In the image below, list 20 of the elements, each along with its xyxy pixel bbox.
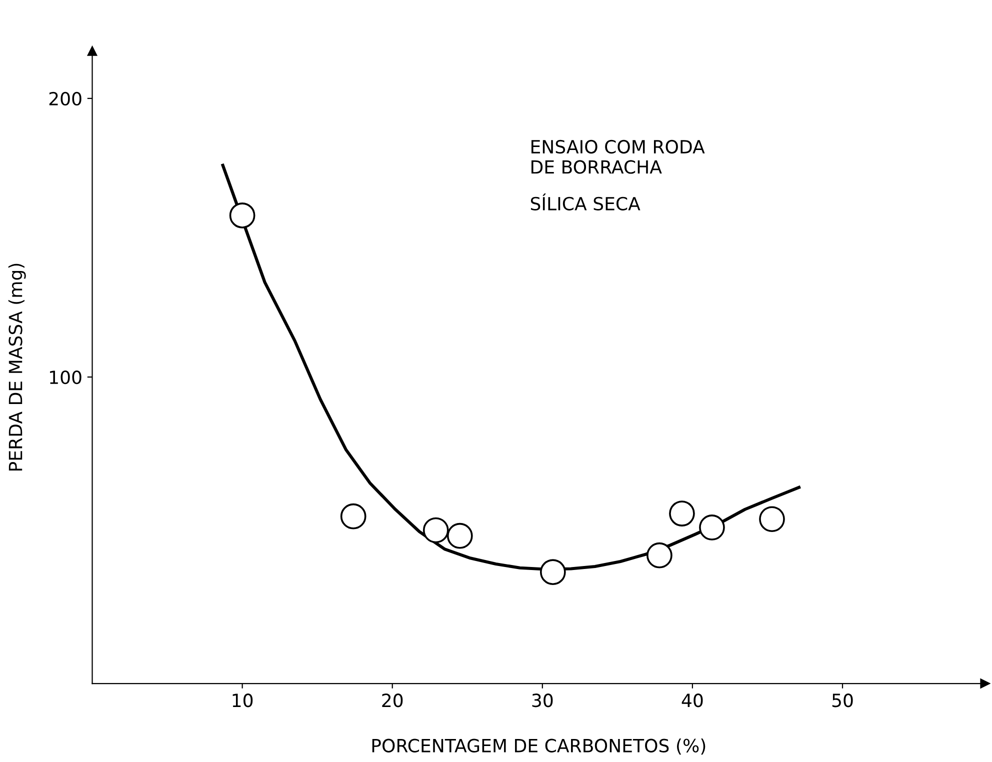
point	[446, 522, 473, 549]
y-axis-title: PERDA DE MASSA (mg)	[8, 264, 26, 471]
point	[669, 500, 695, 526]
y-tick-label: 100	[50, 370, 82, 384]
x-axis-title: PORCENTAGEM DE CARBONETOS (%)	[372, 738, 706, 755]
x-tick-label: 40	[682, 694, 703, 708]
x-tick-label: 10	[232, 694, 253, 708]
x-tick-label: 30	[532, 694, 553, 708]
point	[340, 503, 366, 530]
point	[422, 517, 449, 544]
point	[646, 542, 672, 568]
point	[540, 559, 566, 585]
point	[229, 202, 256, 228]
annotation: ENSAIO COM RODA DE BORRACHA	[532, 140, 705, 174]
point	[759, 506, 785, 532]
x-tick-label: 20	[382, 694, 403, 708]
y-tick-label: 200	[49, 92, 82, 106]
x-tick-label: 50	[832, 694, 853, 708]
point	[699, 514, 725, 540]
annotation: SÍLICA SECA	[530, 194, 640, 210]
